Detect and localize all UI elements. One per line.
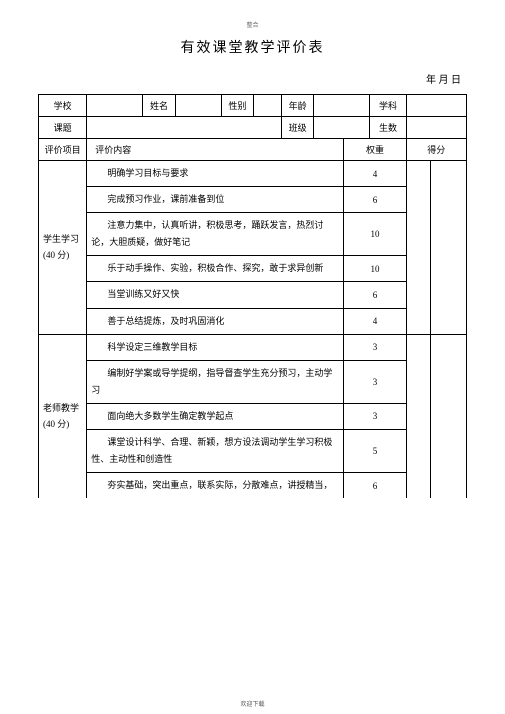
- category-student-points: (40 分): [43, 247, 82, 263]
- s0-r5-weight: 4: [344, 308, 406, 334]
- s1-r1-content: 编制好学案或导学提纲，指导督查学生充分预习，主动学习: [87, 360, 344, 403]
- label-age: 年龄: [282, 95, 314, 117]
- s0-r1-weight: 6: [344, 187, 406, 213]
- s0-r3-content: 乐于动手操作、实验，积极合作、探究，敢于求异创新: [87, 256, 344, 282]
- label-students: 生数: [370, 117, 406, 139]
- s1-r1-weight: 3: [344, 360, 406, 403]
- s0-score-a: [406, 161, 430, 335]
- s0-score-b: [430, 161, 466, 335]
- field-school: [87, 95, 143, 117]
- s0-r3-weight: 10: [344, 256, 406, 282]
- field-students: [406, 117, 466, 139]
- page-title: 有效课堂教学评价表: [38, 37, 467, 57]
- label-name: 姓名: [143, 95, 175, 117]
- s1-r0-content: 科学设定三维教学目标: [87, 334, 344, 360]
- date-label: 年 月 日: [38, 71, 467, 86]
- label-eval-item: 评价项目: [39, 139, 87, 161]
- s0-r0-content: 明确学习目标与要求: [87, 161, 344, 187]
- label-score: 得分: [406, 139, 466, 161]
- header-small-label: 整合: [38, 20, 467, 29]
- label-class: 班级: [282, 117, 314, 139]
- evaluation-table: 学校 姓名 性别 年龄 学科 课题 班级 生数 评价项目 评价内容 权重 得分: [38, 94, 467, 498]
- label-weight: 权重: [344, 139, 406, 161]
- label-subject: 学科: [370, 95, 406, 117]
- field-class: [314, 117, 370, 139]
- footer-small-label: 欢迎下载: [0, 699, 505, 708]
- label-school: 学校: [39, 95, 87, 117]
- category-student-title: 学生学习: [43, 231, 82, 247]
- field-gender: [253, 95, 281, 117]
- s0-r5-content: 善于总结提炼，及时巩固消化: [87, 308, 344, 334]
- s1-r0-weight: 3: [344, 334, 406, 360]
- s1-score-a: [406, 334, 430, 498]
- s1-r3-content: 课堂设计科学、合理、新颖，想方设法调动学生学习积极性、主动性和创造性: [87, 430, 344, 473]
- s0-r4-content: 当堂训练又好又快: [87, 282, 344, 308]
- s1-score-b: [430, 334, 466, 498]
- s0-r2-weight: 10: [344, 213, 406, 256]
- s1-r4-weight: 6: [344, 473, 406, 499]
- category-teacher-title: 老师教学: [43, 400, 82, 416]
- field-topic: [87, 117, 282, 139]
- field-age: [314, 95, 370, 117]
- s0-r0-weight: 4: [344, 161, 406, 187]
- s1-r4-content: 夯实基础，突出重点，联系实际，分散难点，讲授精当，: [87, 473, 344, 499]
- s0-r1-content: 完成预习作业，课前准备到位: [87, 187, 344, 213]
- label-topic: 课题: [39, 117, 87, 139]
- category-teacher-points: (40 分): [43, 416, 82, 432]
- category-teacher: 老师教学 (40 分): [39, 334, 87, 498]
- label-eval-content: 评价内容: [87, 139, 344, 161]
- s1-r2-weight: 3: [344, 403, 406, 429]
- s1-r2-content: 面向绝大多数学生确定教学起点: [87, 403, 344, 429]
- s0-r2-content: 注意力集中，认真听讲，积极思考，踊跃发言，热烈讨论，大胆质疑，做好笔记: [87, 213, 344, 256]
- field-subject: [406, 95, 466, 117]
- category-student: 学生学习 (40 分): [39, 161, 87, 335]
- field-name: [175, 95, 221, 117]
- s1-r3-weight: 5: [344, 430, 406, 473]
- label-gender: 性别: [221, 95, 253, 117]
- s0-r4-weight: 6: [344, 282, 406, 308]
